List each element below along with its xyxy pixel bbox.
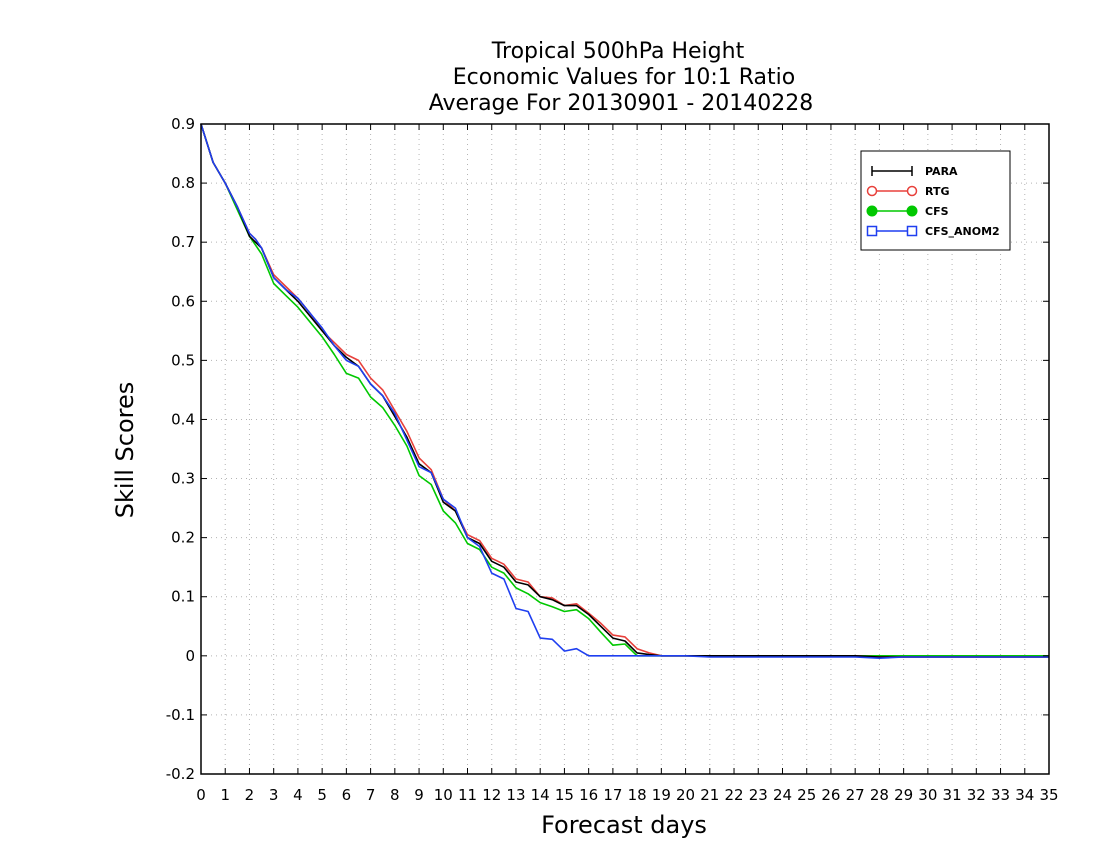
plot-frame <box>200 123 1050 775</box>
legend-marker-rtg <box>906 185 918 197</box>
x-tick-labels: 0 1 2 3 4 5 6 7 8 9 10 11 12 13 14 15 16 17 18 19 20 21 22 23 24… <box>196 786 1058 804</box>
x-tick-label: 28 <box>870 786 889 804</box>
x-tick-label: 21 <box>700 786 719 804</box>
y-tick-label: 0.2 <box>171 529 195 547</box>
legend-marker-cfs <box>906 205 918 217</box>
legend: PARA RTG CFS CFS_ANOM2 <box>860 150 1011 251</box>
y-tick-label: 0.6 <box>171 292 195 310</box>
grid <box>200 123 1050 775</box>
y-tick-label: 0.8 <box>171 174 195 192</box>
legend-label-cfs-anom2: CFS_ANOM2 <box>925 225 1000 238</box>
x-tick-label: 12 <box>482 786 501 804</box>
x-tick-label: 8 <box>390 786 400 804</box>
x-axis-label: Forecast days <box>541 811 707 839</box>
x-tick-label: 17 <box>603 786 622 804</box>
x-tick-label: 2 <box>245 786 255 804</box>
x-tick-label: 11 <box>458 786 477 804</box>
y-tick-label: -0.1 <box>166 706 195 724</box>
x-tick-label: 3 <box>269 786 279 804</box>
chart-title-line-3: Average For 20130901 - 20140228 <box>429 91 814 116</box>
legend-entries: PARA RTG CFS CFS_ANOM2 <box>866 165 1000 238</box>
chart-title-line-2: Economic Values for 10:1 Ratio <box>453 65 795 90</box>
y-tick-label: -0.2 <box>166 765 195 783</box>
x-tick-label: 25 <box>797 786 816 804</box>
y-tick-label: 0.4 <box>171 410 195 428</box>
y-tick-label: 0.1 <box>171 588 195 606</box>
x-tick-label: 31 <box>943 786 962 804</box>
legend-label-para: PARA <box>925 165 958 178</box>
x-tick-label: 10 <box>434 786 453 804</box>
series-lines <box>200 123 1049 659</box>
y-tick-label: 0 <box>185 647 195 665</box>
legend-marker-cfs <box>866 205 878 217</box>
x-tick-label: 27 <box>846 786 865 804</box>
x-tick-label: 1 <box>220 786 230 804</box>
legend-box <box>860 150 1011 251</box>
x-tick-label: 15 <box>555 786 574 804</box>
x-tick-label: 34 <box>1015 786 1034 804</box>
chart-title-line-1: Tropical 500hPa Height <box>491 39 745 64</box>
x-tick-label: 24 <box>773 786 792 804</box>
x-tick-label: 22 <box>724 786 743 804</box>
series-line-para <box>200 123 1049 658</box>
y-tick-label: 0.5 <box>171 351 195 369</box>
x-tick-label: 20 <box>676 786 695 804</box>
legend-marker-cfs-anom2 <box>906 225 918 237</box>
y-tick-labels: 0.9 0.8 0.7 0.6 0.5 0.4 0.3 0.2 0.1 0 -0.1 -0.2 <box>166 115 195 783</box>
legend-marker-rtg <box>866 185 878 197</box>
x-tick-label: 4 <box>293 786 303 804</box>
x-tick-label: 29 <box>894 786 913 804</box>
legend-label-rtg: RTG <box>925 185 950 198</box>
x-tick-label: 16 <box>579 786 598 804</box>
x-tick-label: 33 <box>991 786 1010 804</box>
x-tick-label: 26 <box>821 786 840 804</box>
legend-marker-cfs-anom2 <box>866 225 878 237</box>
x-tick-label: 35 <box>1039 786 1058 804</box>
x-tick-label: 30 <box>918 786 937 804</box>
y-tick-label: 0.3 <box>171 470 195 488</box>
x-tick-label: 14 <box>531 786 550 804</box>
x-tick-label: 18 <box>628 786 647 804</box>
y-tick-label: 0.7 <box>171 233 195 251</box>
tick-marks <box>200 123 1050 775</box>
series-line-cfs-anom2 <box>200 123 1049 659</box>
x-tick-label: 9 <box>414 786 424 804</box>
y-tick-label: 0.9 <box>171 115 195 133</box>
x-tick-label: 19 <box>652 786 671 804</box>
y-axis-label: Skill Scores <box>111 382 139 519</box>
x-tick-label: 13 <box>506 786 525 804</box>
x-tick-label: 6 <box>342 786 352 804</box>
x-tick-label: 7 <box>366 786 376 804</box>
x-tick-label: 0 <box>196 786 206 804</box>
legend-label-cfs: CFS <box>925 205 949 218</box>
x-tick-label: 5 <box>317 786 327 804</box>
x-tick-label: 32 <box>967 786 986 804</box>
x-tick-label: 23 <box>749 786 768 804</box>
